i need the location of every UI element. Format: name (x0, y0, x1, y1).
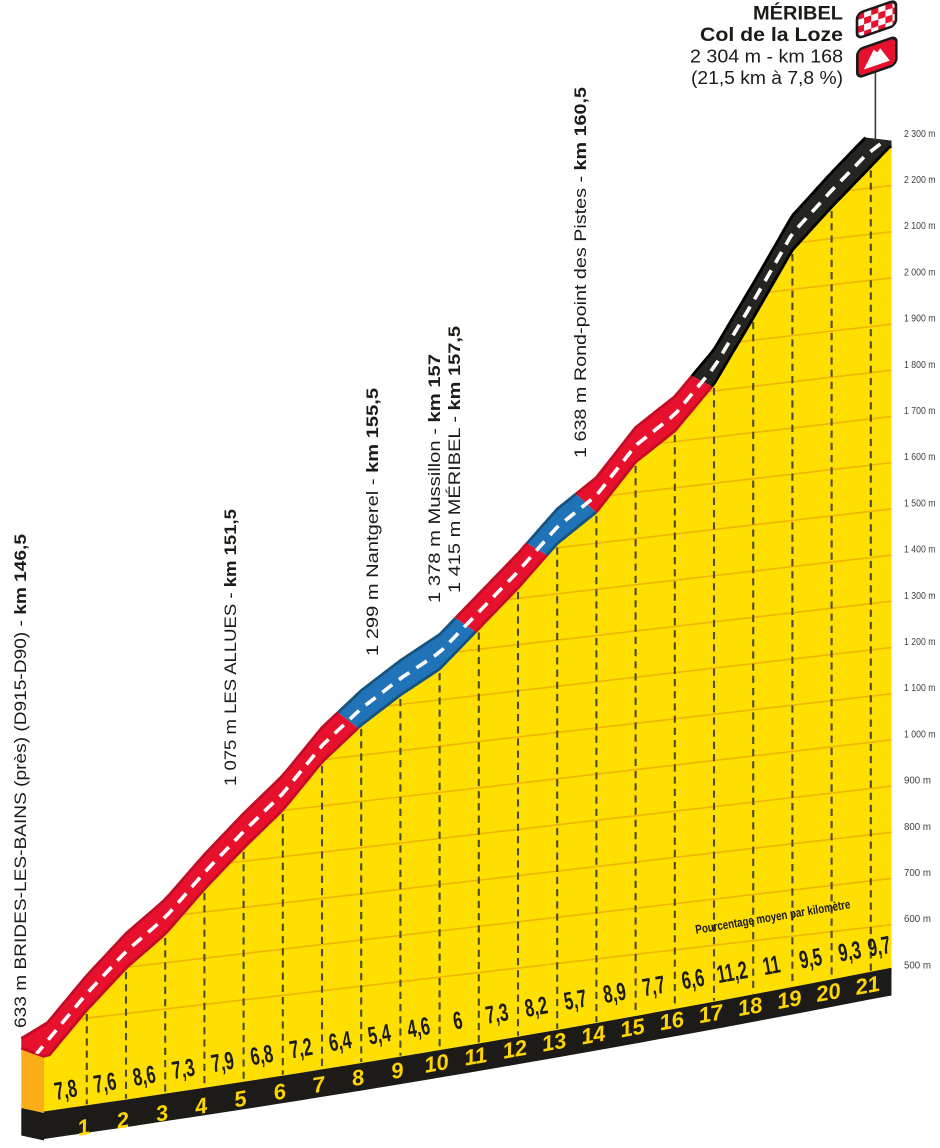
svg-text:7,3: 7,3 (170, 1054, 197, 1085)
svg-text:21: 21 (852, 971, 881, 1000)
svg-text:1 500 m: 1 500 m (904, 498, 936, 509)
svg-text:4: 4 (192, 1093, 209, 1120)
svg-text:1 300 m: 1 300 m (904, 591, 936, 602)
svg-text:500 m: 500 m (904, 960, 931, 971)
svg-text:10: 10 (422, 1049, 451, 1078)
svg-text:7,7: 7,7 (640, 971, 667, 1002)
svg-text:20: 20 (813, 978, 843, 1007)
svg-text:16: 16 (657, 1006, 686, 1035)
svg-text:5: 5 (232, 1085, 249, 1112)
svg-text:11: 11 (462, 1042, 489, 1071)
svg-text:1 600 m: 1 600 m (904, 452, 936, 463)
svg-text:7,6: 7,6 (92, 1068, 119, 1099)
svg-text:1 800 m: 1 800 m (904, 360, 936, 371)
svg-text:900 m: 900 m (904, 776, 931, 787)
svg-text:633 m BRIDES-LES-BAINS (près): 633 m BRIDES-LES-BAINS (près) (D915-D90)… (11, 534, 30, 1028)
svg-text:1 415 m MÉRIBEL - km 157,5: 1 415 m MÉRIBEL - km 157,5 (445, 326, 464, 593)
svg-text:6,4: 6,4 (327, 1027, 354, 1058)
svg-text:1 700 m: 1 700 m (904, 406, 936, 417)
svg-text:1 200 m: 1 200 m (904, 637, 936, 648)
svg-text:2 100 m: 2 100 m (904, 221, 936, 232)
svg-text:2 304 m - km 168: 2 304 m - km 168 (690, 47, 843, 67)
svg-text:15: 15 (618, 1013, 647, 1042)
svg-text:700 m: 700 m (904, 868, 931, 879)
svg-text:1 638 m Rond-point des Pistes: 1 638 m Rond-point des Pistes - km 160,5 (571, 87, 590, 458)
svg-text:6,6: 6,6 (680, 964, 707, 995)
svg-text:6,8: 6,8 (248, 1040, 275, 1071)
svg-text:9,5: 9,5 (797, 944, 824, 975)
svg-text:19: 19 (775, 985, 804, 1014)
svg-text:1 000 m: 1 000 m (904, 729, 936, 740)
svg-text:12: 12 (500, 1035, 529, 1064)
svg-text:3: 3 (154, 1100, 170, 1127)
svg-text:8,6: 8,6 (131, 1061, 158, 1092)
svg-text:1 400 m: 1 400 m (904, 545, 936, 556)
svg-text:7,8: 7,8 (52, 1075, 79, 1106)
svg-text:4,6: 4,6 (405, 1013, 432, 1044)
svg-text:14: 14 (579, 1021, 607, 1050)
svg-text:1: 1 (75, 1114, 91, 1141)
svg-text:MÉRIBEL: MÉRIBEL (753, 3, 843, 25)
svg-text:2 000 m: 2 000 m (904, 267, 936, 278)
svg-text:8,9: 8,9 (601, 978, 628, 1009)
svg-text:5,7: 5,7 (562, 985, 589, 1016)
svg-text:11: 11 (761, 951, 783, 981)
svg-text:800 m: 800 m (904, 822, 931, 833)
svg-text:2 200 m: 2 200 m (904, 175, 936, 186)
svg-text:7,3: 7,3 (484, 999, 511, 1030)
svg-text:11,2: 11,2 (715, 957, 750, 989)
svg-text:13: 13 (540, 1028, 568, 1057)
svg-text:9,7: 9,7 (866, 932, 893, 963)
svg-text:1 900 m: 1 900 m (904, 314, 936, 325)
svg-text:7,9: 7,9 (209, 1047, 236, 1078)
svg-text:5,4: 5,4 (366, 1020, 393, 1051)
svg-text:9: 9 (389, 1057, 406, 1084)
svg-text:600 m: 600 m (904, 914, 931, 925)
svg-text:1 075 m LES ALLUES - km 151,5: 1 075 m LES ALLUES - km 151,5 (221, 509, 240, 786)
svg-text:Col de la Loze: Col de la Loze (700, 25, 843, 46)
svg-text:18: 18 (736, 992, 765, 1021)
svg-text:8: 8 (350, 1064, 367, 1091)
svg-text:2 300 m: 2 300 m (904, 129, 936, 140)
svg-text:1 299 m Nantgerel - km 155,5: 1 299 m Nantgerel - km 155,5 (363, 388, 382, 656)
svg-text:8,2: 8,2 (523, 992, 550, 1023)
svg-text:2: 2 (114, 1107, 132, 1134)
svg-text:9,3: 9,3 (836, 937, 863, 968)
svg-text:1 100 m: 1 100 m (904, 683, 936, 694)
svg-text:(21,5 km à 7,8 %): (21,5 km à 7,8 %) (691, 68, 843, 88)
svg-text:1 378 m Mussillon - km 157: 1 378 m Mussillon - km 157 (425, 354, 444, 603)
svg-text:6: 6 (271, 1078, 288, 1105)
svg-text:7,2: 7,2 (288, 1034, 315, 1065)
